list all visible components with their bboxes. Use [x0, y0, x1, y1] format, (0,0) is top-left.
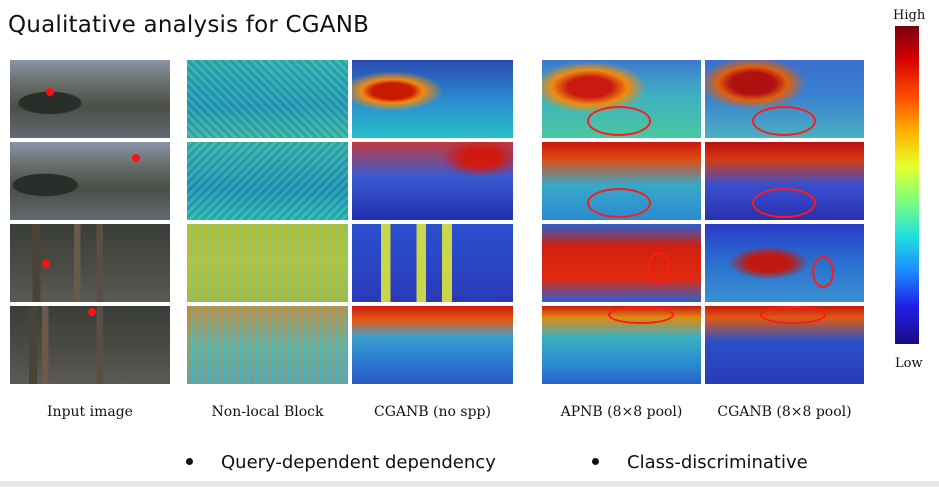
attention-maps-panel-left	[187, 60, 513, 385]
nonlocal-map-4	[187, 306, 348, 384]
input-image-pedestrians-2	[10, 306, 170, 384]
slide-bottom-border	[0, 481, 939, 487]
highlight-ellipse	[812, 256, 834, 288]
nonlocal-map-1	[187, 60, 348, 138]
highlight-ellipse	[760, 306, 826, 324]
input-image-bus-2	[10, 142, 170, 220]
bullet-dot	[186, 457, 193, 465]
caption-nonlocal-block: Non-local Block	[211, 404, 324, 420]
cganb-nospp-map-4	[352, 306, 513, 384]
cganb-nospp-map-2	[352, 142, 513, 220]
attention-maps-panel-right	[542, 60, 864, 385]
caption-input-image: Input image	[47, 404, 133, 420]
bullet-item: Query-dependent dependency	[186, 452, 496, 473]
slide-title: Qualitative analysis for CGANB	[8, 12, 370, 38]
input-image-bus-1	[10, 60, 170, 138]
bullet-text: Query-dependent dependency	[221, 452, 496, 473]
colorbar	[895, 26, 919, 344]
highlight-ellipse	[648, 252, 670, 284]
input-images-panel	[10, 60, 170, 385]
highlight-ellipse	[752, 106, 816, 136]
cganb-pool-map-3	[705, 224, 864, 302]
caption-cganb-pool: CGANB (8×8 pool)	[717, 404, 852, 420]
bullet-dot	[592, 457, 599, 465]
highlight-ellipse	[587, 188, 651, 218]
bullet-item: Class-discriminative	[592, 452, 808, 473]
caption-apnb: APNB (8×8 pool)	[560, 404, 683, 420]
query-point-marker	[132, 154, 140, 162]
caption-cganb-nospp: CGANB (no spp)	[374, 404, 491, 420]
nonlocal-map-3	[187, 224, 348, 302]
highlight-ellipse	[587, 106, 651, 136]
bullet-text: Class-discriminative	[627, 452, 808, 473]
cganb-nospp-map-1	[352, 60, 513, 138]
colorbar-high-label: High	[893, 8, 926, 23]
query-point-marker	[88, 308, 96, 316]
query-point-marker	[42, 260, 50, 268]
input-image-pedestrians-1	[10, 224, 170, 302]
highlight-ellipse	[752, 188, 816, 218]
nonlocal-map-2	[187, 142, 348, 220]
apnb-map-3	[542, 224, 701, 302]
colorbar-low-label: Low	[895, 356, 923, 371]
query-point-marker	[46, 88, 54, 96]
highlight-ellipse	[608, 306, 674, 324]
cganb-nospp-map-3	[352, 224, 513, 302]
